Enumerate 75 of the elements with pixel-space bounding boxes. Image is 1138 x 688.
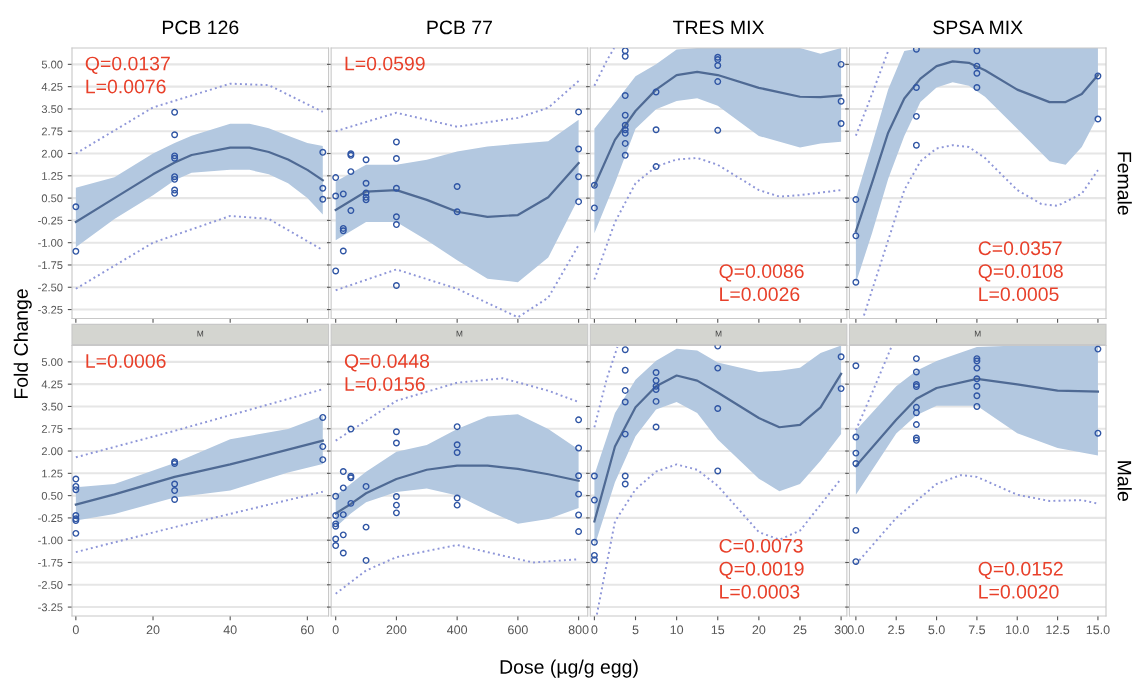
x-tick-label: 30 [834, 625, 848, 635]
chart-title: M [197, 330, 204, 337]
x-tick-label: 800 [568, 625, 589, 635]
x-tick-label: 0.0 [847, 625, 865, 635]
x-tick-label: 60 [301, 625, 314, 635]
chart-title: M [456, 330, 463, 337]
y-tick-label: 1.25 [42, 172, 63, 180]
y-tick-label: -0.25 [38, 216, 63, 225]
x-tick-label: 7.5 [968, 625, 986, 635]
y2-axis-title: Male [1117, 461, 1132, 501]
y-tick-label: -0.25 [38, 514, 63, 523]
x-tick-label: 40 [223, 625, 237, 635]
y-tick-label: 5.00 [41, 358, 63, 367]
y-tick-label: -2.50 [38, 283, 63, 292]
x-tick-label: 20 [146, 625, 160, 635]
x-tick-label: 15.0 [1086, 625, 1110, 635]
annotation: L=0.0003 [720, 584, 800, 599]
chart-title: M [974, 330, 981, 337]
y-tick-label: -1.75 [38, 261, 63, 270]
y-tick-label: 1.25 [42, 469, 63, 478]
x-tick-label: 10.0 [1006, 625, 1029, 635]
y-tick-label: 2.00 [41, 447, 63, 456]
y-tick-label: -3.25 [38, 603, 63, 612]
annotation: L=0.0599 [345, 56, 425, 71]
chart-title: PCB 126 [162, 20, 239, 35]
annotation: L=0.0020 [979, 584, 1059, 599]
y-tick-label: 0.50 [41, 194, 63, 203]
x-axis-title: Dose (µg/g egg) [500, 659, 638, 678]
chart-title: TRES MIX [673, 20, 765, 35]
y-tick-label: 2.75 [41, 127, 63, 136]
y-tick-label: 4.25 [41, 380, 63, 389]
y-tick-label: 2.75 [41, 425, 63, 433]
x-tick-label: 0 [332, 625, 339, 635]
annotation: Q=0.0019 [719, 561, 804, 580]
y-tick-label: 2.00 [41, 149, 63, 158]
x-tick-label: 12.5 [1046, 625, 1070, 635]
y-tick-label: -2.50 [38, 581, 63, 589]
annotation: L=0.0026 [720, 287, 800, 302]
y-tick-label: 3.50 [41, 402, 63, 411]
x-tick-label: 2.5 [888, 625, 905, 635]
y-tick-label: -1.00 [38, 536, 63, 545]
x-tick-label: 5.0 [928, 625, 945, 635]
y2-axis-title: Female [1117, 152, 1132, 215]
x-tick-label: 25 [793, 625, 807, 635]
chart-title: M [715, 330, 722, 337]
y-tick-label: -1.75 [38, 558, 63, 567]
annotation: C=0.0357 [978, 241, 1062, 256]
annotation: L=0.0156 [345, 377, 425, 391]
annotation: Q=0.0086 [719, 264, 804, 282]
x-tick-label: 10 [670, 625, 684, 635]
annotation: Q=0.0108 [978, 264, 1063, 282]
x-tick-label: 600 [508, 625, 528, 635]
annotation: L=0.0006 [86, 354, 166, 368]
y-tick-label: 4.25 [41, 82, 63, 91]
y-tick-label: 0.50 [41, 491, 63, 500]
annotation: L=0.0076 [86, 79, 166, 94]
y-tick-label: 5.00 [41, 60, 63, 69]
annotation: L=0.0005 [979, 287, 1059, 302]
chart-title: SPSA MIX [933, 20, 1023, 35]
x-tick-label: 20 [752, 625, 766, 635]
annotation: Q=0.0137 [85, 56, 170, 74]
x-tick-label: 5 [632, 625, 639, 635]
y-tick-label: -1.00 [38, 238, 63, 247]
y-tick-label: 3.50 [41, 105, 63, 114]
x-tick-label: 15 [711, 625, 725, 635]
annotation: Q=0.0448 [344, 354, 430, 372]
x-tick-label: 200 [386, 625, 407, 635]
annotation: C=0.0073 [719, 538, 803, 553]
chart-title: PCB 77 [427, 20, 492, 35]
annotation: Q=0.0152 [978, 561, 1063, 580]
x-tick-label: 0 [72, 625, 79, 635]
x-tick-label: 400 [447, 625, 468, 635]
y-axis-title: Fold Change [13, 289, 32, 399]
y-tick-label: -3.25 [38, 305, 63, 314]
x-tick-label: 0 [591, 625, 598, 635]
